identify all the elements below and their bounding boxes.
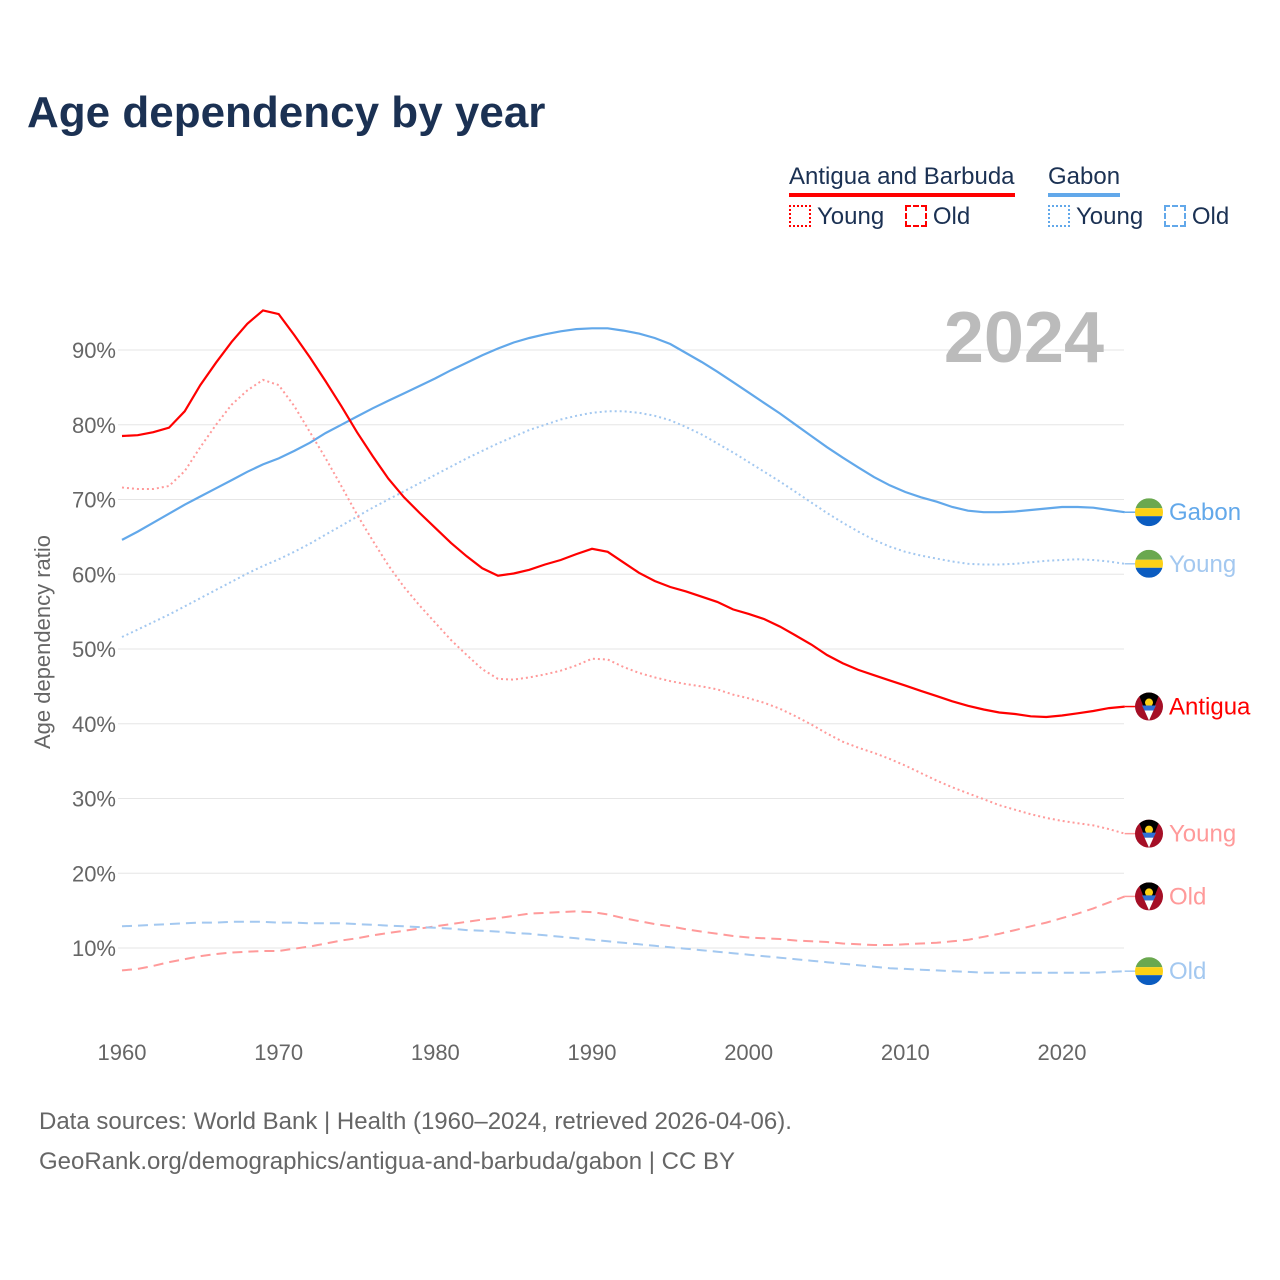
y-tick-label: 40% — [72, 712, 116, 737]
antigua-flag-icon — [1135, 692, 1163, 721]
end-label: Young — [1169, 551, 1236, 578]
series-line-antigua-and-barbuda — [121, 309, 1125, 719]
series-line-gabon-young — [121, 410, 1125, 638]
x-tick-label: 2000 — [724, 1040, 773, 1065]
gabon-flag-icon — [1135, 957, 1163, 986]
y-tick-label: 30% — [72, 787, 116, 812]
end-label: Young — [1169, 821, 1236, 848]
y-tick-label: 60% — [72, 562, 116, 587]
gabon-flag-icon — [1135, 498, 1163, 527]
y-tick-label: 90% — [72, 338, 116, 363]
series-line-gabon-old — [121, 920, 1125, 974]
x-tick-label: 1990 — [568, 1040, 617, 1065]
series-line-antigua-and-barbuda-old — [121, 895, 1126, 972]
end-label: Gabon — [1169, 499, 1241, 526]
legend-antigua[interactable]: Antigua and Barbuda Young Old — [789, 163, 1015, 231]
footer-link[interactable]: GeoRank.org/demographics/antigua-and-bar… — [39, 1148, 735, 1175]
antigua-flag-icon — [1135, 819, 1163, 848]
dotted-swatch-icon — [789, 205, 811, 227]
footer-sources: Data sources: World Bank | Health (1960–… — [39, 1108, 792, 1135]
end-label: Old — [1169, 883, 1206, 910]
legend-gabon[interactable]: Gabon Young Old — [1048, 163, 1229, 231]
x-tick-label: 1980 — [411, 1040, 460, 1065]
dashed-swatch-icon — [1163, 205, 1186, 227]
series-line-antigua-and-barbuda-young — [121, 378, 1125, 835]
series-line-gabon — [121, 327, 1125, 541]
y-tick-label: 50% — [72, 637, 116, 662]
chart-title: Age dependency by year — [27, 88, 546, 137]
y-tick-label: 70% — [72, 488, 116, 513]
y-axis-label: Age dependency ratio — [30, 535, 55, 749]
y-tick-label: 80% — [72, 413, 116, 438]
legend-gabon-young: Young — [1076, 203, 1144, 230]
legend-antigua-young: Young — [817, 203, 885, 230]
year-label: 2024 — [944, 298, 1104, 378]
legend-antigua-old: Old — [932, 203, 971, 230]
dotted-swatch-icon — [1048, 205, 1070, 227]
antigua-flag-icon — [1135, 882, 1163, 911]
x-tick-label: 1960 — [98, 1040, 147, 1065]
dashed-swatch-icon — [904, 205, 927, 227]
legend-antigua-label: Antigua and Barbuda — [789, 163, 1015, 197]
x-tick-label: 2010 — [881, 1040, 930, 1065]
gabon-flag-icon — [1135, 549, 1163, 578]
end-label: Old — [1169, 958, 1206, 985]
end-label: Antigua — [1169, 694, 1251, 721]
x-tick-label: 2020 — [1038, 1040, 1087, 1065]
legend-gabon-label: Gabon — [1048, 163, 1121, 197]
y-tick-label: 10% — [72, 936, 116, 961]
y-tick-label: 20% — [72, 861, 116, 886]
legend-gabon-old: Old — [1191, 203, 1230, 230]
x-tick-label: 1970 — [254, 1040, 303, 1065]
